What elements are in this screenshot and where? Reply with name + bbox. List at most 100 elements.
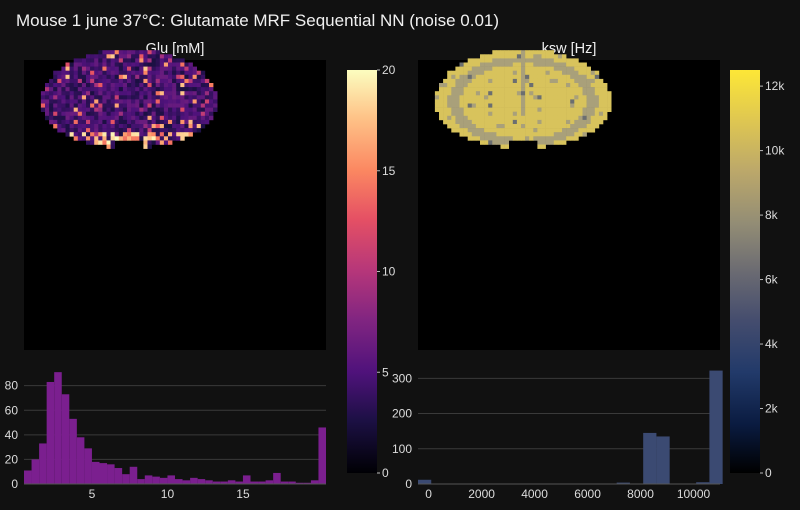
ksw-map-pixel: [553, 58, 559, 63]
ksw-map-pixel: [603, 91, 608, 96]
ksw-map-pixel: [578, 99, 583, 104]
ksw-map-pixel: [459, 119, 464, 125]
ksw-map-pixel: [533, 95, 538, 100]
glu-map-pixel: [49, 91, 54, 96]
glu-map-pixel: [94, 78, 99, 84]
ksw-map-pixel: [545, 78, 550, 84]
ksw-map-pixel: [508, 66, 514, 71]
glu-hist-xtick-label: 10: [161, 487, 175, 501]
glu-map-pixel: [192, 95, 197, 100]
ksw-map-pixel: [467, 128, 473, 133]
ksw-map-pixel: [529, 50, 534, 55]
ksw-map-pixel: [471, 58, 477, 63]
ksw-map-pixel: [475, 132, 481, 137]
glu-map-pixel: [196, 128, 202, 133]
ksw-map-pixel: [598, 91, 604, 96]
ksw-map-pixel: [484, 132, 489, 137]
glu-map-pixel: [65, 124, 70, 129]
ksw-map-pixel: [525, 128, 530, 133]
glu-map-pixel: [90, 107, 95, 112]
ksw-map-pixel: [521, 128, 526, 133]
glu-map-pixel: [114, 58, 120, 63]
glu-map-pixel: [180, 136, 185, 141]
glu-map-pixel: [49, 115, 54, 121]
glu-map-pixel: [168, 99, 173, 104]
ksw-map-pixel: [562, 115, 567, 121]
glu-map-pixel: [73, 87, 79, 92]
glu-map-pixel: [65, 95, 70, 100]
ksw-map-pixel: [459, 132, 464, 137]
ksw-map-pixel: [508, 62, 514, 67]
glu-map-pixel: [159, 132, 165, 137]
ksw-map-pixel: [541, 62, 546, 67]
glu-map-pixel: [114, 128, 120, 133]
glu-map-pixel: [200, 115, 206, 121]
glu-map-pixel: [98, 74, 103, 80]
glu-map-pixel: [163, 140, 169, 145]
ksw-map-pixel: [541, 124, 546, 129]
glu-map-pixel: [90, 66, 95, 71]
ksw-map-pixel: [582, 70, 587, 76]
glu-map-pixel: [94, 83, 99, 88]
glu-map-pixel: [127, 99, 132, 104]
glu-map-pixel: [200, 119, 206, 125]
glu-map-pixel: [163, 74, 169, 80]
glu-map-pixel: [168, 119, 173, 125]
ksw-map-pixel: [508, 70, 514, 76]
ksw-map-pixel: [525, 111, 530, 117]
glu-map-pixel: [155, 87, 161, 92]
glu-map-pixel: [184, 87, 189, 92]
ksw-map-pixel: [541, 111, 546, 117]
glu-map-pixel: [118, 119, 124, 125]
ksw-map-pixel: [529, 70, 534, 76]
glu-map-pixel: [135, 58, 140, 63]
glu-map-pixel: [180, 66, 185, 71]
glu-map-pixel: [86, 119, 91, 125]
ksw-map-pixel: [525, 132, 530, 137]
ksw-map-pixel: [607, 91, 612, 96]
ksw-map-pixel: [455, 87, 460, 92]
ksw-map-pixel: [549, 111, 555, 117]
glu-hist-bar: [235, 481, 243, 484]
glu-map-pixel: [102, 87, 107, 92]
ksw-map-pixel: [562, 99, 567, 104]
ksw-map-pixel: [553, 54, 559, 59]
ksw-hist-xtick-label: 6000: [574, 487, 601, 501]
ksw-map-pixel: [553, 74, 559, 80]
ksw-map-pixel: [488, 54, 493, 59]
glu-map-pixel: [110, 50, 115, 55]
glu-map-pixel: [168, 78, 173, 84]
ksw-map-pixel: [512, 124, 518, 129]
glu-map-pixel: [73, 124, 79, 129]
glu-map-pixel: [172, 111, 177, 117]
ksw-map-pixel: [578, 83, 583, 88]
glu-map-pixel: [168, 140, 173, 145]
glu-map-pixel: [69, 70, 74, 76]
ksw-map-pixel: [516, 83, 522, 88]
glu-map-pixel: [147, 70, 152, 76]
glu-map-pixel: [192, 99, 197, 104]
ksw-map-pixel: [484, 99, 489, 104]
ksw-map-pixel: [549, 132, 555, 137]
glu-map-pixel: [122, 58, 128, 63]
glu-hist-xtick-label: 15: [236, 487, 250, 501]
glu-map-pixel: [110, 83, 115, 88]
glu-map-pixel: [155, 95, 161, 100]
glu-map-pixel: [139, 78, 144, 84]
ksw-map-pixel: [463, 107, 468, 112]
glu-map-pixel: [209, 87, 214, 92]
glu-map-pixel: [131, 136, 136, 141]
ksw-map-pixel: [471, 128, 477, 133]
ksw-map-pixel: [471, 66, 477, 71]
ksw-map-pixel: [537, 103, 542, 108]
ksw-map-pixel: [566, 132, 571, 137]
glu-map-pixel: [155, 140, 161, 145]
glu-hist-bar: [265, 480, 274, 484]
ksw-map-pixel: [512, 87, 518, 92]
glu-map-pixel: [131, 66, 136, 71]
ksw-map-pixel: [484, 136, 489, 141]
ksw-map-pixel: [553, 128, 559, 133]
ksw-hist-xtick-label: 4000: [521, 487, 548, 501]
ksw-map-pixel: [529, 74, 534, 80]
ksw-map-pixel: [541, 99, 546, 104]
